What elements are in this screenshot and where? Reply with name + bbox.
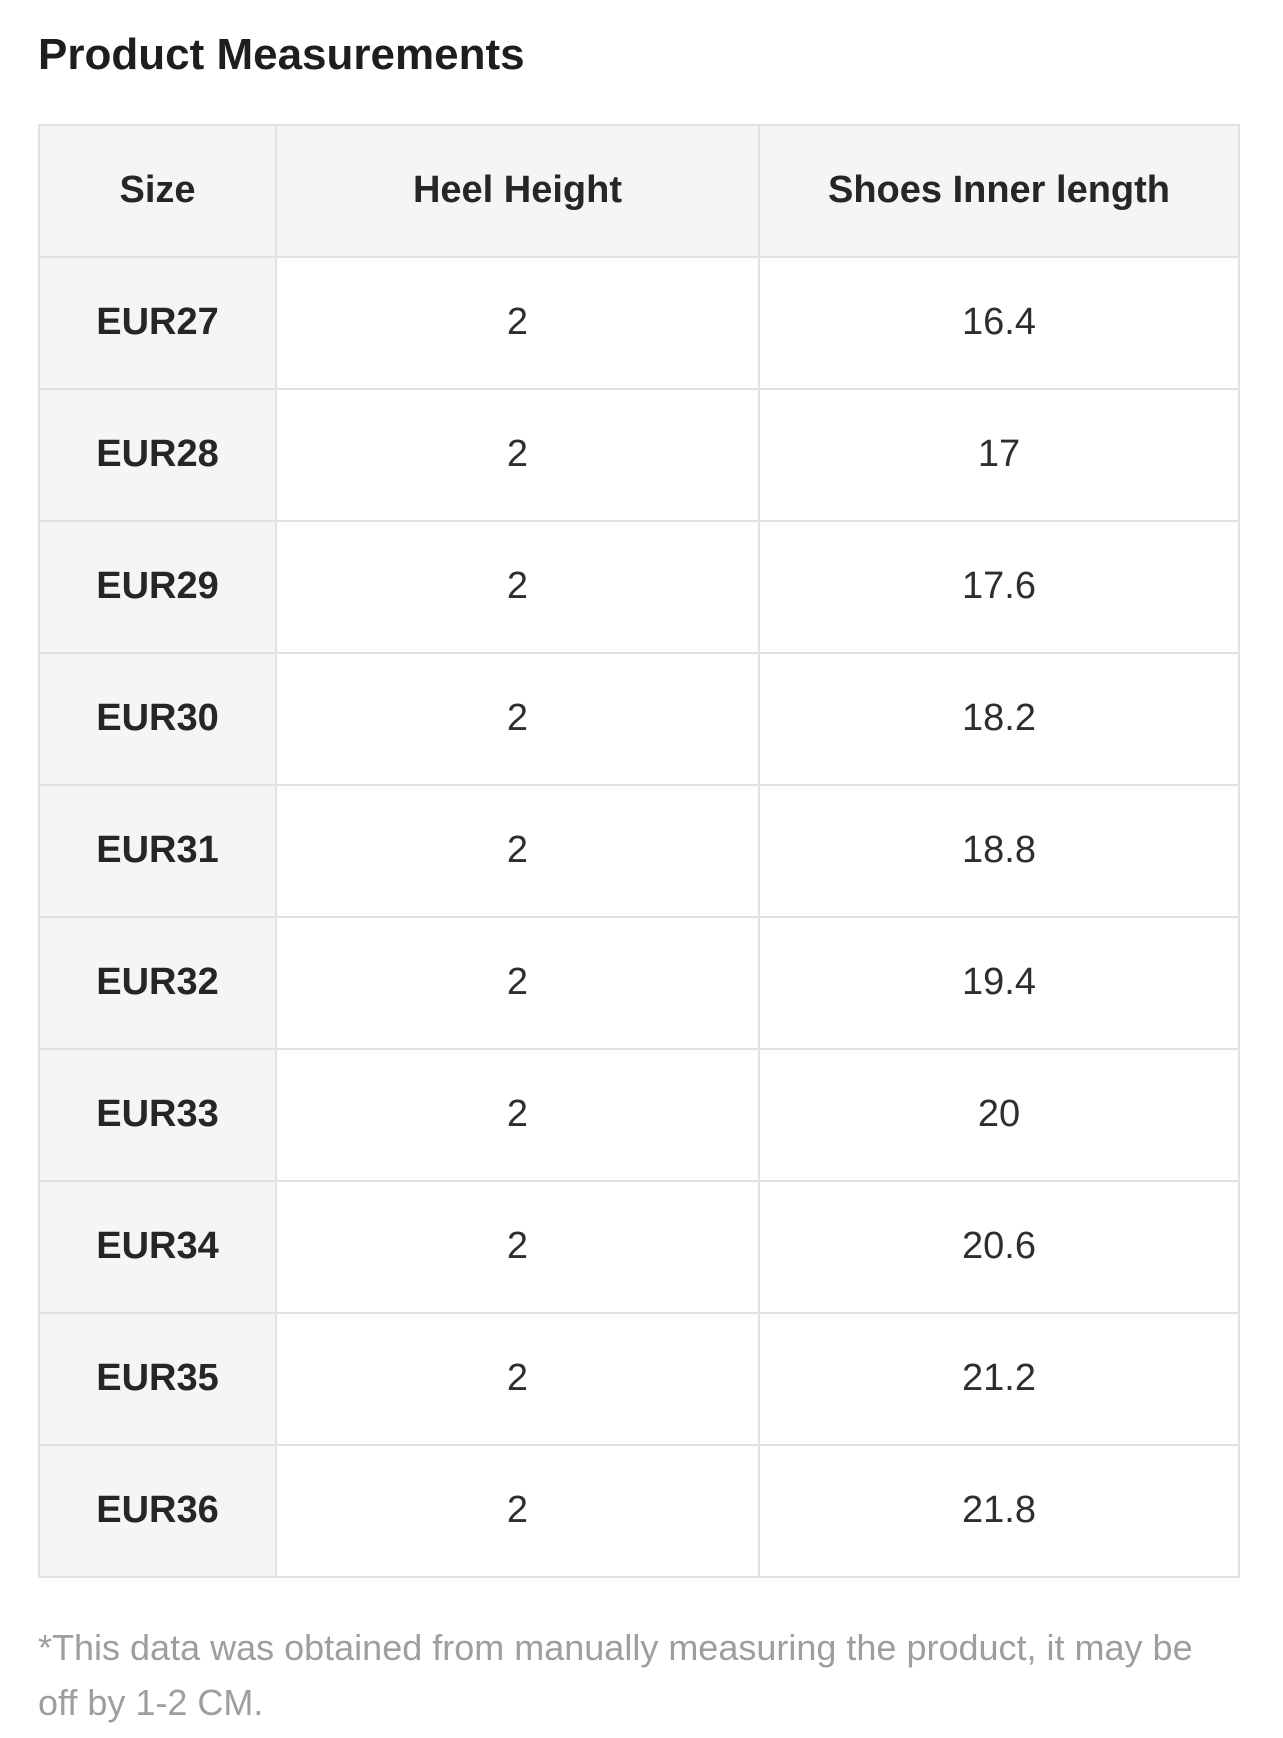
inner-length-cell: 20 (758, 1047, 1240, 1182)
column-header-size: Size (38, 123, 277, 258)
measurement-disclaimer: *This data was obtained from manually me… (38, 1626, 1193, 1724)
inner-length-cell: 21.2 (758, 1311, 1240, 1446)
table-row: EUR29 2 17.6 (38, 519, 1240, 654)
size-cell: EUR30 (38, 651, 277, 786)
inner-length-cell: 17.6 (758, 519, 1240, 654)
table-row: EUR33 2 20 (38, 1047, 1240, 1182)
size-cell: EUR36 (38, 1443, 277, 1578)
inner-length-cell: 18.2 (758, 651, 1240, 786)
size-cell: EUR34 (38, 1179, 277, 1314)
size-cell: EUR32 (38, 915, 277, 1050)
size-cell: EUR29 (38, 519, 277, 654)
heel-height-cell: 2 (275, 1047, 760, 1182)
inner-length-cell: 19.4 (758, 915, 1240, 1050)
inner-length-cell: 20.6 (758, 1179, 1240, 1314)
size-cell: EUR31 (38, 783, 277, 918)
heel-height-cell: 2 (275, 915, 760, 1050)
heel-height-cell: 2 (275, 387, 760, 522)
inner-length-cell: 21.8 (758, 1443, 1240, 1578)
heel-height-cell: 2 (275, 783, 760, 918)
table-row: EUR36 2 21.8 (38, 1443, 1240, 1578)
page-title: Product Measurements (38, 30, 525, 79)
heel-height-cell: 2 (275, 255, 760, 390)
table-row: EUR31 2 18.8 (38, 783, 1240, 918)
table-row: EUR32 2 19.4 (38, 915, 1240, 1050)
inner-length-cell: 16.4 (758, 255, 1240, 390)
table-row: EUR27 2 16.4 (38, 255, 1240, 390)
measurements-table: Size Heel Height Shoes Inner length EUR2… (38, 123, 1240, 1578)
inner-length-cell: 17 (758, 387, 1240, 522)
column-header-heel-height: Heel Height (275, 123, 760, 258)
heel-height-cell: 2 (275, 519, 760, 654)
table-row: EUR35 2 21.2 (38, 1311, 1240, 1446)
heel-height-cell: 2 (275, 651, 760, 786)
size-cell: EUR28 (38, 387, 277, 522)
table-header-row: Size Heel Height Shoes Inner length (38, 123, 1240, 258)
inner-length-cell: 18.8 (758, 783, 1240, 918)
column-header-inner-length: Shoes Inner length (758, 123, 1240, 258)
table-row: EUR30 2 18.2 (38, 651, 1240, 786)
table-row: EUR34 2 20.6 (38, 1179, 1240, 1314)
size-cell: EUR33 (38, 1047, 277, 1182)
heel-height-cell: 2 (275, 1311, 760, 1446)
heel-height-cell: 2 (275, 1179, 760, 1314)
heel-height-cell: 2 (275, 1443, 760, 1578)
table-row: EUR28 2 17 (38, 387, 1240, 522)
size-cell: EUR27 (38, 255, 277, 390)
size-cell: EUR35 (38, 1311, 277, 1446)
